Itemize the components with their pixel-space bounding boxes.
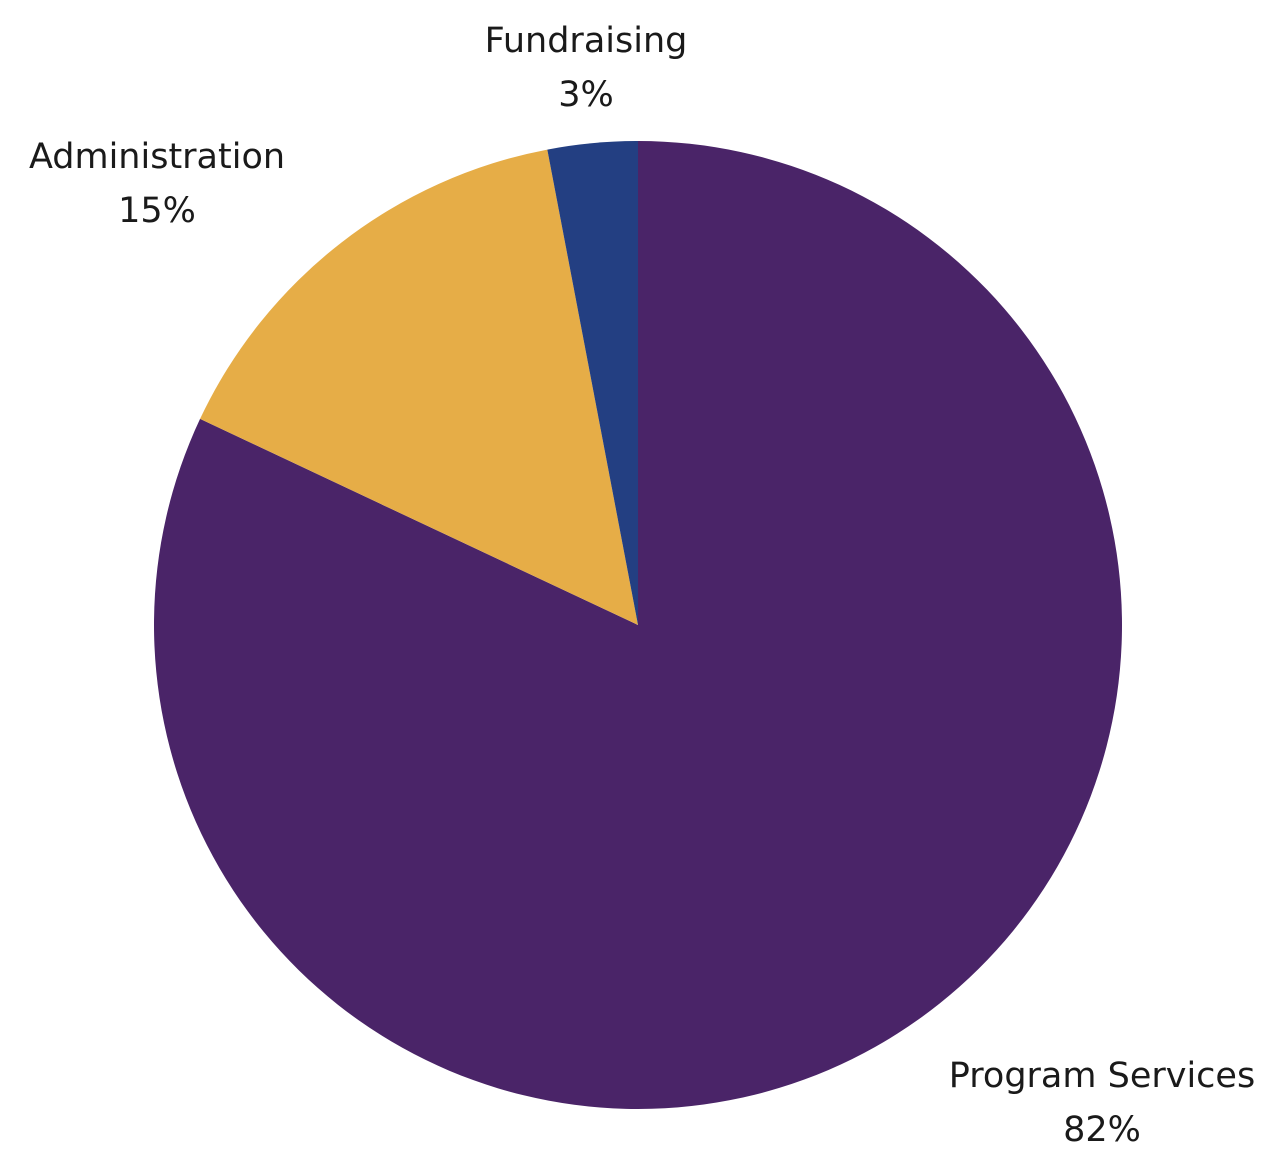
pie-slice-administration bbox=[200, 149, 638, 625]
slice-value-administration: 15% bbox=[118, 191, 196, 231]
pie-slices bbox=[153, 141, 1122, 1110]
slice-label-fundraising: Fundraising bbox=[485, 21, 688, 61]
slice-value-program-services: 82% bbox=[1063, 1110, 1141, 1150]
pie-slice-fundraising bbox=[547, 141, 638, 625]
pie-slice-program-services bbox=[153, 141, 1122, 1110]
slice-label-administration: Administration bbox=[29, 137, 285, 177]
slice-label-program-services: Program Services bbox=[949, 1056, 1255, 1096]
slice-value-fundraising: 3% bbox=[558, 75, 614, 115]
